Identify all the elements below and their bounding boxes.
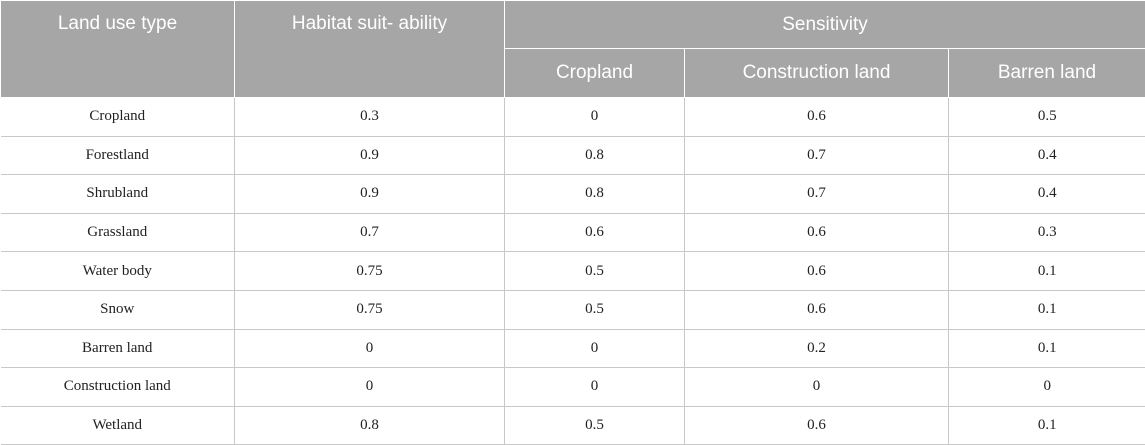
header-sensitivity-cropland: Cropland [505, 49, 685, 98]
cell-sensitivity-construction-land: 0.7 [685, 136, 949, 175]
cell-sensitivity-barren-land: 0.3 [949, 213, 1145, 252]
cell-sensitivity-construction-land: 0 [685, 368, 949, 407]
cell-sensitivity-barren-land: 0.4 [949, 136, 1145, 175]
cell-sensitivity-construction-land: 0.6 [685, 252, 949, 291]
cell-sensitivity-cropland: 0 [505, 329, 685, 368]
header-sensitivity: Sensitivity [505, 1, 1145, 49]
cell-land-use-type: Water body [1, 252, 235, 291]
cell-land-use-type: Cropland [1, 98, 235, 137]
header-sensitivity-construction-land: Construction land [685, 49, 949, 98]
cell-sensitivity-construction-land: 0.6 [685, 98, 949, 137]
cell-sensitivity-barren-land: 0.4 [949, 175, 1145, 214]
cell-land-use-type: Wetland [1, 406, 235, 445]
cell-habitat-suitability: 0.3 [235, 98, 505, 137]
cell-sensitivity-barren-land: 0.1 [949, 290, 1145, 329]
cell-sensitivity-cropland: 0 [505, 98, 685, 137]
cell-habitat-suitability: 0.75 [235, 252, 505, 291]
header-row-top: Land use type Habitat suit- ability Sens… [1, 1, 1145, 49]
cell-sensitivity-barren-land: 0.1 [949, 252, 1145, 291]
cell-sensitivity-construction-land: 0.6 [685, 406, 949, 445]
cell-sensitivity-barren-land: 0.5 [949, 98, 1145, 137]
cell-sensitivity-barren-land: 0.1 [949, 329, 1145, 368]
cell-sensitivity-construction-land: 0.2 [685, 329, 949, 368]
cell-sensitivity-construction-land: 0.6 [685, 290, 949, 329]
cell-sensitivity-construction-land: 0.6 [685, 213, 949, 252]
cell-habitat-suitability: 0.9 [235, 136, 505, 175]
cell-habitat-suitability: 0 [235, 329, 505, 368]
header-habitat-suitability: Habitat suit- ability [235, 1, 505, 98]
header-land-use-type: Land use type [1, 1, 235, 98]
cell-sensitivity-cropland: 0.8 [505, 136, 685, 175]
cell-land-use-type: Barren land [1, 329, 235, 368]
cell-sensitivity-cropland: 0.5 [505, 406, 685, 445]
cell-land-use-type: Snow [1, 290, 235, 329]
cell-habitat-suitability: 0 [235, 368, 505, 407]
cell-land-use-type: Shrubland [1, 175, 235, 214]
cell-sensitivity-cropland: 0.5 [505, 252, 685, 291]
cell-habitat-suitability: 0.8 [235, 406, 505, 445]
cell-land-use-type: Forestland [1, 136, 235, 175]
cell-land-use-type: Grassland [1, 213, 235, 252]
cell-sensitivity-barren-land: 0.1 [949, 406, 1145, 445]
header-sensitivity-barren-land: Barren land [949, 49, 1145, 98]
cell-sensitivity-cropland: 0.5 [505, 290, 685, 329]
cell-habitat-suitability: 0.9 [235, 175, 505, 214]
cell-habitat-suitability: 0.7 [235, 213, 505, 252]
cell-habitat-suitability: 0.75 [235, 290, 505, 329]
table-header: Land use type Habitat suit- ability Sens… [1, 1, 1145, 98]
cell-sensitivity-cropland: 0.8 [505, 175, 685, 214]
cell-sensitivity-construction-land: 0.7 [685, 175, 949, 214]
cell-sensitivity-barren-land: 0 [949, 368, 1145, 407]
cell-sensitivity-cropland: 0 [505, 368, 685, 407]
cell-land-use-type: Construction land [1, 368, 235, 407]
cell-sensitivity-cropland: 0.6 [505, 213, 685, 252]
